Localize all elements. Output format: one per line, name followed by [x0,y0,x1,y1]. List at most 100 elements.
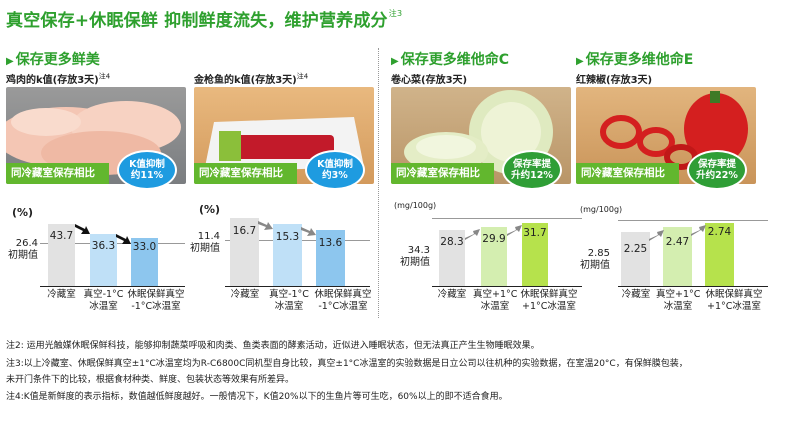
x-label: 冷藏室 [40,289,83,301]
down-arrow-icon [301,227,316,236]
x-axis [225,286,370,287]
bar-refrigerator: 43.7 [48,224,75,286]
bars-area: 28.3 29.9 31.7 [432,218,582,286]
x-labels: 冷藏室 真空+1°C 冰温室 休眠保鲜真空 +1°C冰温室 [618,289,778,319]
x-label-line-2: 冰温室 [274,301,304,312]
section-title-vitamin-e-text: 保存更多维他命E [585,52,694,68]
x-label-line-1: 休眠保鲜真空 [314,289,372,300]
x-label-line-1: 冷藏室 [47,289,76,300]
footnote-4: 注4:K值是新鲜度的表示指标，数值越低鲜度越好。一般情况下，K值20%以下的生鱼… [6,392,508,402]
badge-line-1: K值抑制 [317,159,353,170]
x-label: 休眠保鲜真空 -1°C冰温室 [126,289,186,313]
bar-value: 29.9 [482,233,506,245]
bar-value: 2.25 [623,243,648,255]
x-label: 真空-1°C 冰温室 [267,289,311,313]
x-label-line-1: 休眠保鲜真空 [127,289,185,300]
compare-label: 同冷藏室保存相比 [391,163,494,184]
initial-value-label: 初期值 [580,260,610,271]
initial-value-line [618,220,768,221]
bar-sleep-vacuum: 33.0 [131,238,158,286]
initial-value-label: 初期值 [400,257,430,268]
x-label-line-2: 冰温室 [480,301,510,312]
initial-value-number: 34.3 [407,245,430,256]
badge-line-2: 升约12% [511,170,553,181]
item-label-chicken: 鸡肉的k值(存放3天)注4 [6,71,110,86]
x-label-line-2: 冰温室 [89,301,118,312]
triangle-icon: ▶ [6,56,14,67]
initial-value: 11.4 初期值 [188,231,220,255]
x-label: 真空+1°C 冰温室 [473,289,517,313]
x-axis [618,286,768,287]
x-label: 冷藏室 [225,289,265,301]
bar-vacuum: 2.47 [663,227,692,286]
x-label: 冷藏室 [432,289,472,301]
x-label-line-2: 冰温室 [663,301,693,312]
badge-line-1: K值抑制 [129,159,165,170]
bar-value: 15.3 [275,231,300,243]
bar-value: 33.0 [132,241,157,253]
bar-value: 43.7 [49,230,74,242]
item-label-pepper-text: 红辣椒(存放3天) [576,75,653,86]
x-label-line-2: +1°C冰温室 [707,301,761,312]
bar-value: 28.3 [440,236,464,248]
footnote-2: 注2: 运用光触媒休眠保鲜科技，能够抑制蔬菜呼吸和肉类、鱼类表面的酵素活动，近似… [6,341,540,351]
badge-line-1: 保存率提 [697,159,736,170]
section-title-vitamin-c: ▶ 保存更多维他命C [391,49,509,69]
up-arrow-icon [691,225,706,236]
bar-refrigerator: 2.25 [621,232,650,286]
down-arrow-icon [116,234,131,244]
item-label-tuna: 金枪鱼的k值(存放3天)注4 [194,71,308,86]
section-divider [378,48,379,318]
x-label-line-1: 真空-1°C [269,289,309,300]
footnote-3: 注3:以上冷藏室、休眠保鲜真空±1°C冰温室均为R-C6800C同机型自身比较，… [6,359,688,369]
bar-value: 13.6 [318,237,343,249]
item-label-cabbage-text: 卷心菜(存放3天) [391,75,468,86]
bars-area: 43.7 36.3 33.0 [40,222,185,286]
bar-sleep-vacuum: 2.74 [705,223,734,286]
up-arrow-icon [465,229,480,240]
x-label: 休眠保鲜真空 +1°C冰温室 [702,289,766,313]
x-label-line-1: 休眠保鲜真空 [520,289,578,300]
x-label-line-1: 真空+1°C [473,289,518,300]
down-arrow-icon [75,224,90,234]
x-label-line-1: 冷藏室 [621,289,651,300]
initial-value-number: 11.4 [197,231,220,242]
initial-value-number: 26.4 [15,238,38,249]
x-label-line-2: +1°C冰温室 [522,301,576,312]
footnote-3-continued: 未开门条件下的比较，根据食材种类、鲜度、包装状态等效果有所差异。 [6,375,295,385]
initial-value: 2.85 初期值 [570,248,610,272]
section-title-vitamin-e: ▶ 保存更多维他命E [576,49,693,69]
x-label: 休眠保鲜真空 +1°C冰温室 [518,289,580,313]
chart-unit: (mg/100g) [580,205,623,214]
x-label-line-1: 休眠保鲜真空 [705,289,763,300]
x-label: 真空+1°C 冰温室 [656,289,700,313]
bar-vacuum: 15.3 [273,224,302,286]
triangle-icon: ▶ [576,56,584,67]
item-label-note-mark: 注4 [296,72,309,81]
badge-line-2: 升约22% [696,170,738,181]
up-arrow-icon [649,230,664,241]
chart-unit: (%) [199,203,221,216]
bar-refrigerator: 28.3 [439,230,465,286]
headline-note-mark: 注3 [388,9,403,18]
initial-value-label: 初期值 [190,243,220,254]
chicken-photo: 同冷藏室保存相比 [6,87,186,184]
item-label-note-mark: 注4 [98,72,111,81]
x-labels: 冷藏室 真空+1°C 冰温室 休眠保鲜真空 +1°C冰温室 [432,289,582,319]
initial-value-number: 2.85 [587,248,610,259]
bars-area: 2.25 2.47 2.74 [618,220,768,286]
badge-line-2: 约11% [130,170,164,181]
bar-value: 31.7 [523,227,547,239]
compare-label: 同冷藏室保存相比 [576,163,679,184]
item-label-pepper: 红辣椒(存放3天) [576,71,652,86]
x-label: 休眠保鲜真空 -1°C冰温室 [313,289,373,313]
bar-sleep-vacuum: 13.6 [316,230,345,286]
compare-label: 同冷藏室保存相比 [194,163,297,184]
x-label-line-1: 真空+1°C [656,289,701,300]
initial-value: 26.4 初期值 [4,238,38,262]
x-label-line-1: 冷藏室 [230,289,260,300]
section-title-vitamin-c-text: 保存更多维他命C [400,52,509,68]
chart-unit: (%) [12,206,34,219]
bar-refrigerator: 16.7 [230,218,259,286]
initial-value-line [432,218,582,219]
